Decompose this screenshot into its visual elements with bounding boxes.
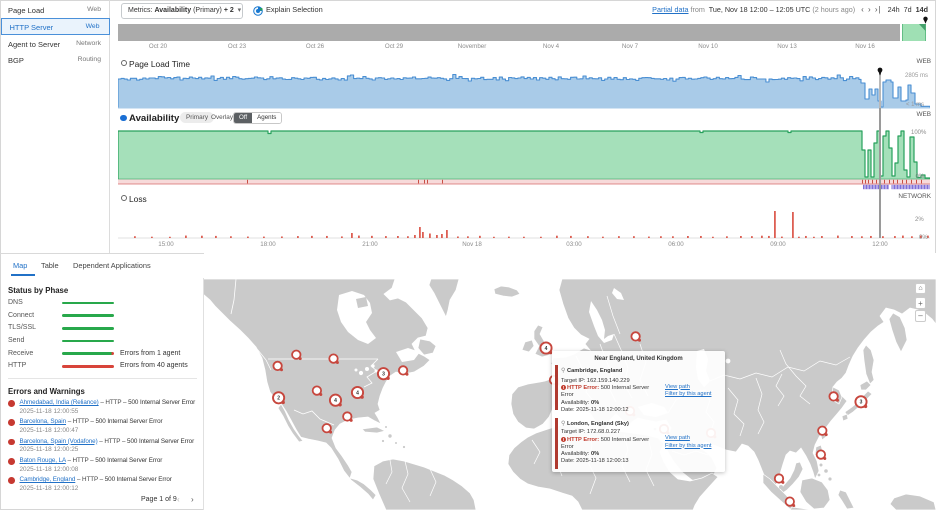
svg-text:4: 4 [545,346,548,352]
svg-text:2: 2 [277,396,280,402]
svg-text:3: 3 [382,372,385,378]
svg-text:4: 4 [334,398,337,404]
svg-text:4: 4 [356,390,359,396]
svg-text:3: 3 [860,400,863,406]
